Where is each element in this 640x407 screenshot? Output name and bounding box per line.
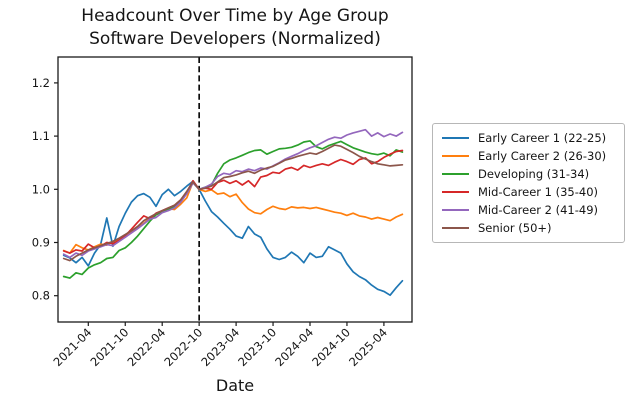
plot-spines (57, 56, 413, 323)
x-tick-label: 2022-10 (161, 325, 205, 369)
x-tick-label: 2024-04 (272, 325, 316, 369)
series-line-senior-50- (62, 144, 404, 262)
y-tick-label: 1.1 (32, 129, 50, 143)
legend-label: Mid-Career 2 (41-49) (478, 203, 599, 217)
legend-label: Early Career 2 (26-30) (478, 149, 607, 163)
legend-label: Mid-Career 1 (35-40) (478, 185, 599, 199)
y-tick-label: 0.8 (32, 289, 50, 303)
series-line-mid-career-2-41-49- (62, 128, 404, 259)
x-tick-label: 2023-10 (235, 325, 279, 369)
y-tick-label: 1.2 (32, 76, 50, 90)
legend-line-swatch (442, 137, 469, 139)
series-line-mid-career-1-35-40- (62, 149, 404, 254)
x-tick-label: 2021-04 (51, 325, 95, 369)
x-tick-label: 2024-10 (309, 325, 353, 369)
x-tick-label: 2022-04 (124, 325, 168, 369)
x-axis-label: Date (215, 376, 255, 395)
legend-label: Developing (31-34) (478, 167, 590, 181)
legend-entry: Mid-Career 1 (35-40) (442, 183, 624, 201)
legend-entry: Early Career 1 (22-25) (442, 129, 624, 147)
y-tick-label: 0.9 (32, 236, 50, 250)
chart-title: Headcount Over Time by Age Group Softwar… (38, 5, 432, 50)
legend-line-swatch (442, 155, 469, 157)
x-tick-label: 2023-04 (198, 325, 242, 369)
legend: Early Career 1 (22-25) Early Career 2 (2… (432, 123, 625, 243)
legend-entry: Developing (31-34) (442, 165, 624, 183)
chart-title-line2: Software Developers (Normalized) (89, 28, 381, 49)
legend-line-swatch (442, 209, 469, 211)
legend-line-swatch (442, 173, 469, 175)
x-tick-label: 2025-04 (346, 325, 390, 369)
legend-entry: Senior (50+) (442, 219, 624, 237)
legend-entry: Early Career 2 (26-30) (442, 147, 624, 165)
x-tick-label: 2021-10 (87, 325, 131, 369)
series-line-early-career-1-22-25- (62, 180, 404, 297)
y-tick-label: 1.0 (32, 182, 50, 196)
legend-line-swatch (442, 227, 469, 229)
series-line-developing-31-34- (62, 140, 404, 279)
chart-title-line1: Headcount Over Time by Age Group (81, 6, 389, 26)
legend-line-swatch (442, 191, 469, 193)
legend-label: Early Career 1 (22-25) (478, 131, 607, 145)
legend-entry: Mid-Career 2 (41-49) (442, 201, 624, 219)
legend-label: Senior (50+) (478, 221, 552, 235)
